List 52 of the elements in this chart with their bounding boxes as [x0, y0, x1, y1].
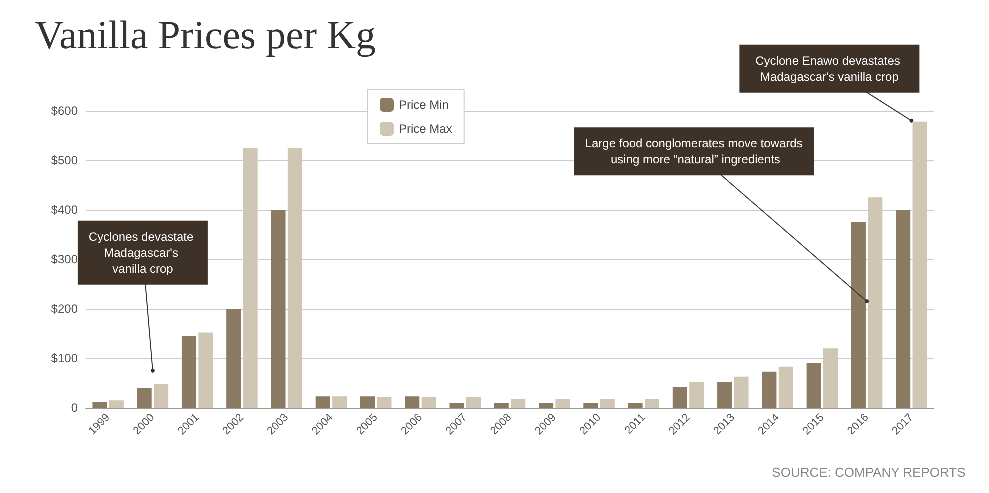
annotation: Cyclones devastate Madagascar's vanilla crop — [88, 230, 197, 276]
annotation: Large food conglomerates move towards using more “natural” ingredients — [585, 136, 803, 167]
bar — [360, 396, 376, 408]
chart-title: Vanilla Prices per Kg — [35, 12, 376, 58]
y-tick-label: $200 — [51, 302, 78, 316]
bar — [511, 399, 526, 408]
bar — [584, 403, 598, 408]
bar — [628, 403, 643, 408]
bar — [405, 396, 420, 408]
y-tick-label: $100 — [51, 352, 78, 366]
bar — [718, 382, 732, 408]
bar — [271, 210, 286, 408]
bar — [377, 397, 392, 408]
bar — [672, 387, 688, 408]
bar — [778, 366, 794, 408]
bar — [182, 336, 196, 408]
bar — [868, 198, 883, 408]
bar — [92, 402, 108, 408]
y-tick-label: $600 — [51, 104, 78, 118]
bar — [690, 382, 704, 408]
bar — [154, 384, 169, 408]
bar — [288, 148, 302, 408]
bar — [806, 363, 822, 408]
bar — [226, 309, 242, 408]
bar — [600, 399, 615, 408]
y-tick-label: 0 — [71, 401, 78, 415]
bar — [109, 400, 124, 408]
legend-label: Price Max — [399, 122, 452, 136]
bar — [198, 332, 214, 408]
bar — [824, 348, 838, 408]
y-tick-label: $300 — [51, 252, 78, 266]
bar — [316, 396, 330, 408]
source-note: SOURCE: COMPANY REPORTS — [772, 465, 966, 480]
bar — [494, 403, 509, 408]
bar — [912, 122, 928, 408]
bar — [422, 397, 436, 408]
bar — [450, 403, 464, 408]
bar — [539, 403, 554, 408]
bar — [332, 396, 348, 408]
bar — [896, 210, 911, 408]
bar — [137, 388, 152, 408]
bar — [644, 399, 660, 408]
annotation: Cyclone Enawo devastates Madagascar's vanilla crop — [756, 54, 904, 84]
bar — [734, 376, 749, 408]
y-tick-label: $400 — [51, 203, 78, 217]
bar — [466, 397, 481, 408]
bar — [243, 148, 258, 408]
bar — [762, 372, 777, 408]
bar — [556, 399, 570, 408]
legend-label: Price Min — [399, 98, 450, 112]
y-tick-label: $500 — [51, 154, 78, 168]
bar — [851, 222, 866, 408]
